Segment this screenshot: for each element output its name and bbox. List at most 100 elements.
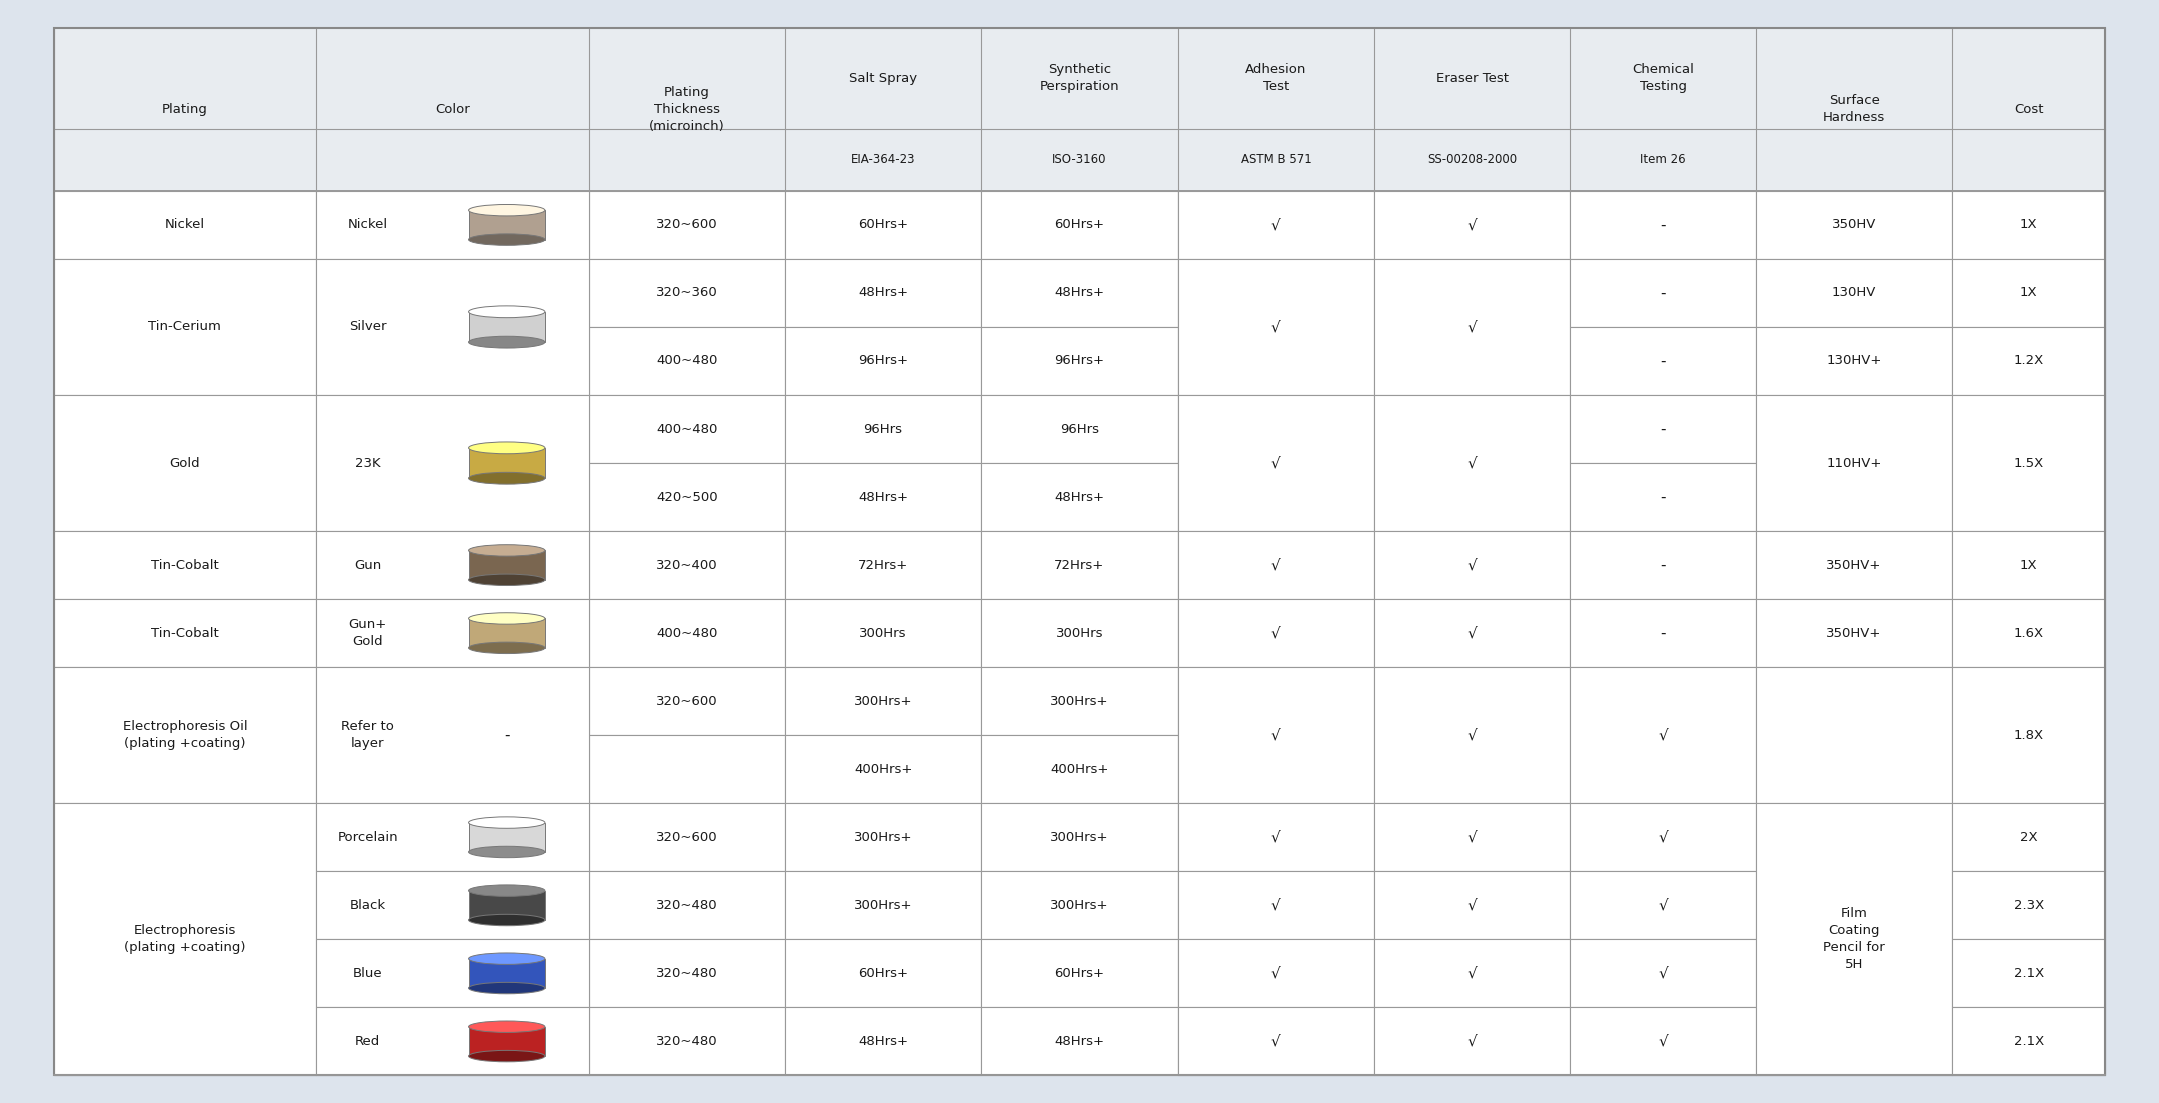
Bar (469, 959, 544, 988)
Text: Eraser Test: Eraser Test (1436, 72, 1509, 85)
Text: Refer to
layer: Refer to layer (341, 720, 395, 750)
Bar (1952, 1007, 2105, 1075)
Text: Synthetic
Perspiration: Synthetic Perspiration (1041, 63, 1118, 93)
Text: √: √ (1272, 829, 1280, 845)
Ellipse shape (469, 472, 544, 484)
Bar (982, 259, 1177, 326)
Bar (54, 191, 315, 259)
Text: 320~600: 320~600 (656, 831, 717, 844)
Text: 320~600: 320~600 (656, 695, 717, 708)
Text: 350HV: 350HV (1831, 218, 1876, 232)
Text: 60Hrs+: 60Hrs+ (1054, 218, 1105, 232)
Text: Blue: Blue (352, 967, 382, 979)
Text: Tin-Cobalt: Tin-Cobalt (151, 558, 218, 571)
Bar (54, 940, 315, 1007)
Bar (315, 667, 589, 803)
Text: 48Hrs+: 48Hrs+ (1054, 287, 1105, 299)
Text: 110HV+: 110HV+ (1827, 457, 1883, 470)
Bar (1373, 259, 1570, 326)
Ellipse shape (469, 234, 544, 245)
Bar (589, 191, 786, 259)
Bar (315, 259, 589, 395)
Text: 300Hrs: 300Hrs (1056, 627, 1103, 640)
Bar (469, 823, 544, 852)
Text: 96Hrs+: 96Hrs+ (1054, 354, 1105, 367)
Bar (589, 531, 786, 599)
Bar (469, 312, 544, 342)
Bar (1952, 531, 2105, 599)
Bar (1952, 871, 2105, 940)
Ellipse shape (469, 983, 544, 994)
Bar (469, 1027, 544, 1056)
Bar (315, 531, 589, 599)
Text: 400Hrs+: 400Hrs+ (855, 763, 913, 775)
Bar (1755, 803, 1952, 1075)
Bar (54, 259, 315, 326)
Bar (1570, 599, 1755, 667)
Bar (1570, 871, 1755, 940)
Text: 48Hrs+: 48Hrs+ (857, 1035, 909, 1048)
Ellipse shape (469, 846, 544, 858)
Bar (1952, 871, 2105, 940)
Bar (54, 28, 2105, 191)
Bar (315, 531, 589, 599)
Bar (589, 940, 786, 1007)
Bar (469, 448, 544, 479)
Bar (469, 890, 544, 920)
Bar (1570, 531, 1755, 599)
Bar (982, 531, 1177, 599)
Text: 1.6X: 1.6X (2014, 627, 2045, 640)
Text: √: √ (1658, 829, 1669, 845)
Bar (1373, 531, 1570, 599)
Bar (786, 871, 982, 940)
Ellipse shape (469, 885, 544, 897)
Text: Nickel: Nickel (348, 218, 389, 232)
Bar (786, 395, 982, 463)
Bar (786, 803, 982, 871)
Bar (1373, 940, 1570, 1007)
Bar (1570, 463, 1755, 531)
Bar (1952, 259, 2105, 326)
Text: √: √ (1272, 456, 1280, 471)
Bar (1177, 259, 1373, 395)
Text: 320~360: 320~360 (656, 287, 717, 299)
Bar (1373, 667, 1570, 803)
Text: √: √ (1272, 625, 1280, 641)
Text: √: √ (1272, 1034, 1280, 1049)
Bar (1755, 395, 1952, 531)
Bar (1177, 531, 1373, 599)
Text: Tin-Cobalt: Tin-Cobalt (151, 627, 218, 640)
Bar (786, 326, 982, 395)
Text: 400Hrs+: 400Hrs+ (1049, 763, 1110, 775)
Ellipse shape (469, 642, 544, 654)
Text: ASTM B 571: ASTM B 571 (1241, 153, 1311, 167)
Text: SS-00208-2000: SS-00208-2000 (1427, 153, 1518, 167)
Text: 2.1X: 2.1X (2014, 1035, 2045, 1048)
Bar (1755, 599, 1952, 667)
Bar (982, 871, 1177, 940)
Bar (1755, 191, 1952, 259)
Bar (1952, 531, 2105, 599)
Bar (1177, 871, 1373, 940)
Text: 48Hrs+: 48Hrs+ (857, 491, 909, 504)
Text: √: √ (1272, 966, 1280, 981)
Bar (982, 599, 1177, 667)
Text: √: √ (1272, 558, 1280, 572)
Text: -: - (1660, 625, 1667, 641)
Text: 300Hrs+: 300Hrs+ (853, 899, 913, 912)
Bar (1570, 940, 1755, 1007)
Text: √: √ (1468, 625, 1477, 641)
Bar (1952, 599, 2105, 667)
Ellipse shape (469, 545, 544, 556)
Bar (786, 191, 982, 259)
Bar (1952, 803, 2105, 871)
Text: 420~500: 420~500 (656, 491, 717, 504)
Bar (1570, 803, 1755, 871)
Bar (315, 667, 589, 736)
Text: 60Hrs+: 60Hrs+ (857, 967, 909, 979)
Bar (1952, 326, 2105, 395)
Bar (1570, 531, 1755, 599)
Bar (1952, 326, 2105, 395)
Text: √: √ (1468, 558, 1477, 572)
Bar (1373, 191, 1570, 259)
